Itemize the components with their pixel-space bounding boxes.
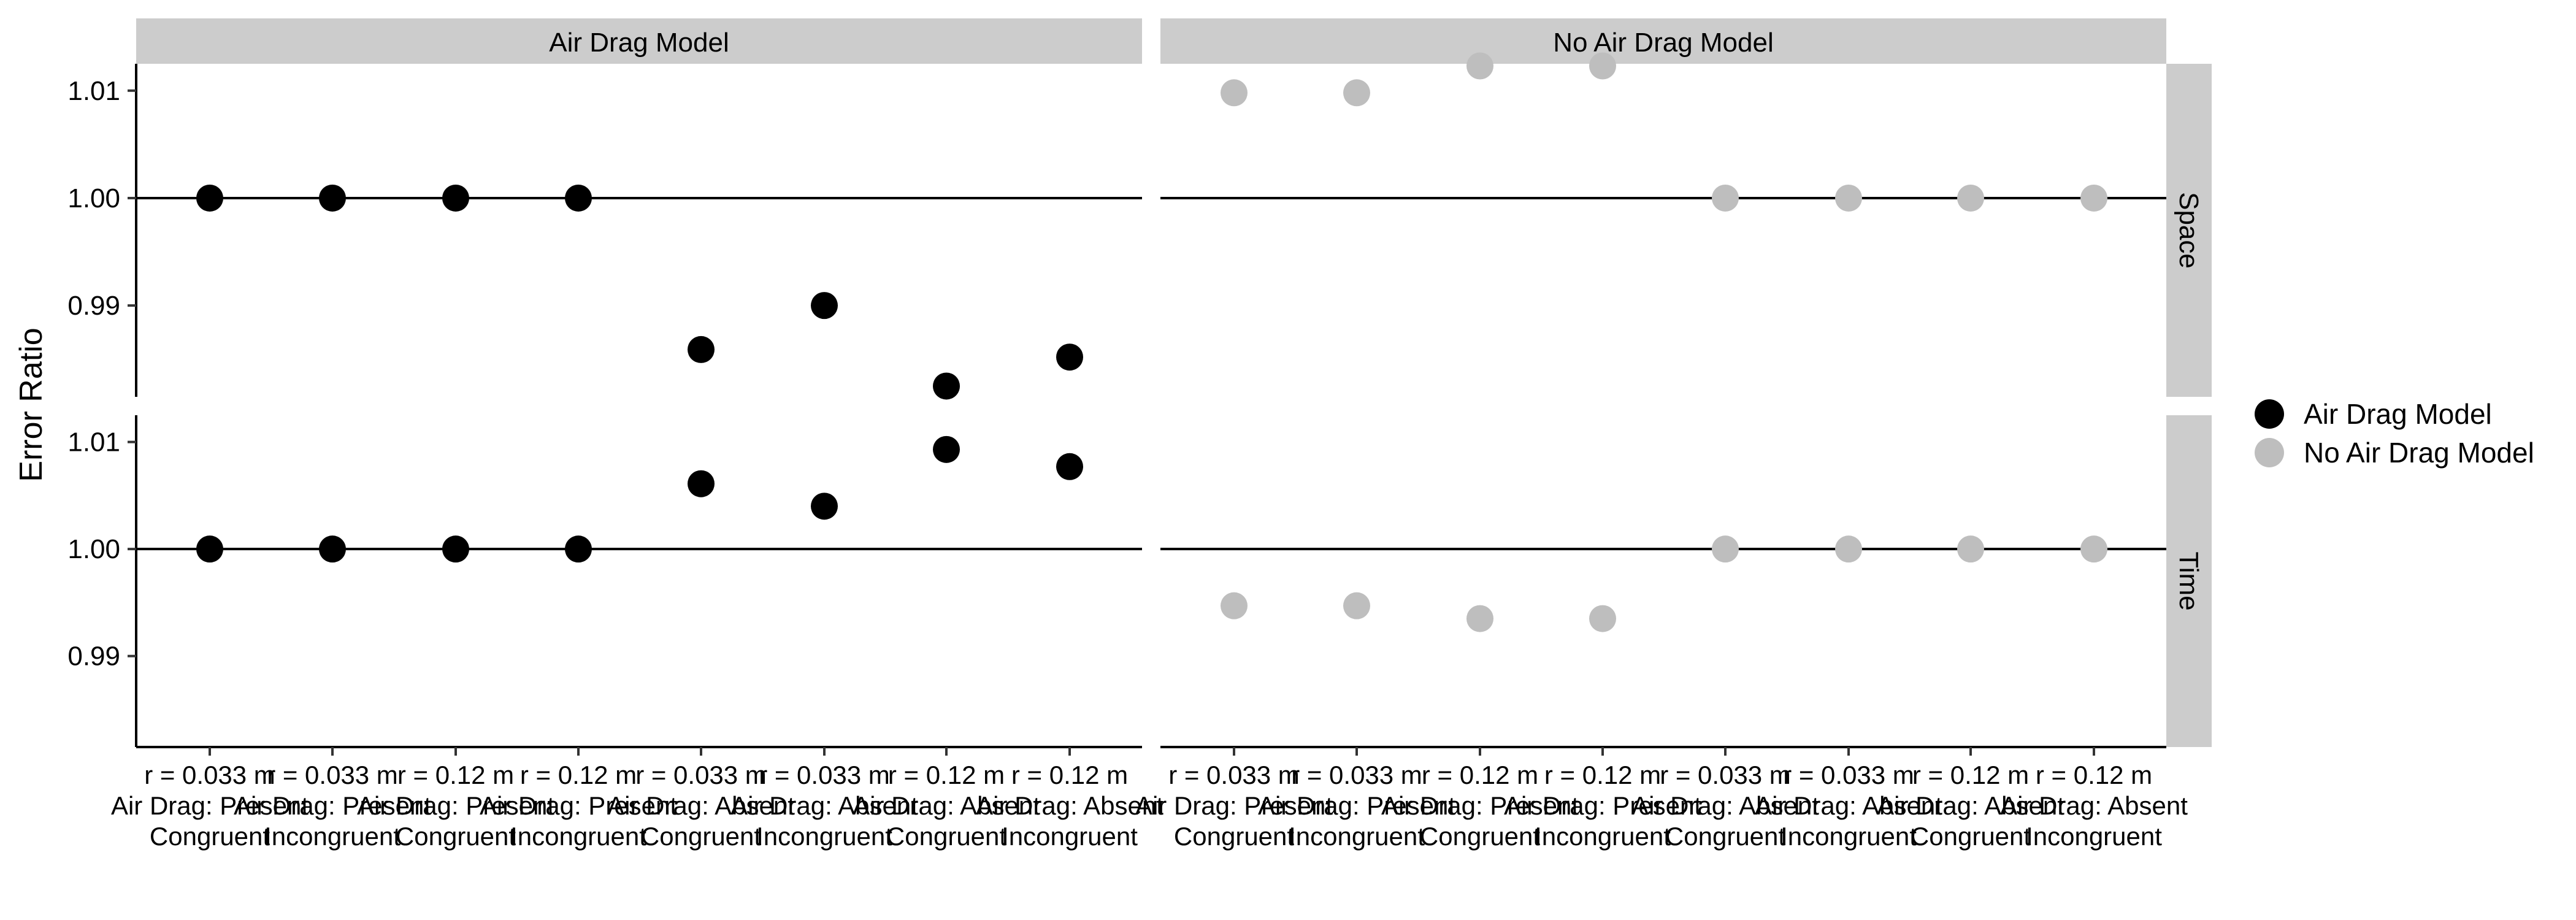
facet-strip-label-air-drag-model: Air Drag Model [549, 28, 729, 58]
legend-label-air-drag-model: Air Drag Model [2304, 398, 2492, 430]
point-air-drag-model-space-1 [196, 184, 223, 212]
point-air-drag-model-time-8 [1056, 453, 1083, 480]
point-air-drag-model-time-3 [442, 535, 469, 563]
legend-key-no-air-drag-model [2255, 438, 2284, 467]
point-no-air-drag-model-space-3 [1466, 52, 1493, 80]
point-air-drag-model-space-2 [319, 184, 346, 212]
x-tick-label: r = 0.033 m Air Drag: Present Congruent [111, 761, 309, 851]
facet-strip-no-air-drag-model [1160, 18, 2166, 64]
x-tick-label: r = 0.033 m Air Drag: Present Incongruent [1258, 761, 1455, 851]
x-tick-label: r = 0.033 m Air Drag: Absent Congruent [1631, 761, 1819, 851]
facet-strip-time [2166, 415, 2212, 747]
point-no-air-drag-model-space-4 [1589, 52, 1616, 80]
x-tick-label: r = 0.12 m Air Drag: Absent Incongruent [976, 761, 1163, 851]
panels-layer: Air Drag Model No Air Drag Model Space Time [136, 18, 2212, 747]
point-air-drag-model-time-2 [319, 535, 346, 563]
facet-strip-space [2166, 64, 2212, 397]
point-no-air-drag-model-time-7 [1957, 535, 1984, 563]
facet-strip-label-no-air-drag-model: No Air Drag Model [1553, 28, 1773, 58]
point-no-air-drag-model-time-4 [1589, 605, 1616, 632]
facet-strip-air-drag-model [136, 18, 1142, 64]
point-no-air-drag-model-space-8 [2080, 184, 2107, 212]
y-tick-label: 0.99 [67, 291, 120, 321]
axes-layer: 0.99 1.00 1.01 0.99 1.00 1.01 r = 0.033 m Air D… [67, 64, 2188, 851]
legend-key-air-drag-model [2255, 399, 2284, 429]
point-air-drag-model-time-1 [196, 535, 223, 563]
x-tick-label: r = 0.12 m Air Drag: Absent Congruent [1877, 761, 2064, 851]
y-tick-label: 1.00 [67, 534, 120, 564]
x-tick-label: r = 0.033 m Air Drag: Present Congruent [1135, 761, 1333, 851]
point-no-air-drag-model-time-6 [1835, 535, 1862, 563]
x-tick-label: r = 0.12 m Air Drag: Present Incongruent [480, 761, 677, 851]
point-air-drag-model-space-7 [933, 372, 960, 400]
y-tick-label: 1.00 [67, 183, 120, 213]
point-air-drag-model-space-4 [565, 184, 592, 212]
point-air-drag-model-space-5 [688, 335, 715, 363]
point-air-drag-model-space-3 [442, 184, 469, 212]
point-air-drag-model-time-7 [933, 435, 960, 463]
point-air-drag-model-time-5 [688, 470, 715, 497]
legend-label-no-air-drag-model: No Air Drag Model [2304, 437, 2534, 469]
point-no-air-drag-model-time-8 [2080, 535, 2107, 563]
facet-strip-label-time: Time [2174, 551, 2204, 610]
point-no-air-drag-model-space-6 [1835, 184, 1862, 212]
x-tick-label: r = 0.12 m Air Drag: Present Congruent [357, 761, 554, 851]
points-layer [196, 52, 2107, 632]
point-no-air-drag-model-space-5 [1712, 184, 1739, 212]
x-tick-label: r = 0.12 m Air Drag: Absent Incongruent [2000, 761, 2188, 851]
facet-strip-label-space: Space [2174, 192, 2204, 269]
y-tick-label: 1.01 [67, 427, 120, 458]
x-tick-label: r = 0.12 m Air Drag: Present Congruent [1381, 761, 1579, 851]
point-air-drag-model-space-8 [1056, 343, 1083, 371]
x-tick-label: r = 0.12 m Air Drag: Present Incongruent [1504, 761, 1701, 851]
y-tick-label: 1.01 [67, 76, 120, 106]
point-no-air-drag-model-space-2 [1343, 79, 1370, 107]
x-tick-label: r = 0.033 m Air Drag: Absent Incongruent [1755, 761, 1942, 851]
x-tick-label: r = 0.033 m Air Drag: Absent Incongruent [730, 761, 918, 851]
x-tick-label: r = 0.033 m Air Drag: Absent Congruent [607, 761, 795, 851]
x-tick-label: r = 0.12 m Air Drag: Absent Congruent [853, 761, 1040, 851]
x-tick-label: r = 0.033 m Air Drag: Present Incongruent [234, 761, 431, 851]
point-no-air-drag-model-time-1 [1221, 592, 1248, 619]
point-no-air-drag-model-time-5 [1712, 535, 1739, 563]
y-tick-label: 0.99 [67, 642, 120, 672]
point-air-drag-model-time-4 [565, 535, 592, 563]
point-air-drag-model-space-6 [811, 292, 838, 320]
point-no-air-drag-model-time-2 [1343, 592, 1370, 619]
point-air-drag-model-time-6 [811, 493, 838, 520]
point-no-air-drag-model-space-1 [1221, 79, 1248, 107]
y-axis-title: Error Ratio [13, 328, 49, 481]
point-no-air-drag-model-space-7 [1957, 184, 1984, 212]
point-no-air-drag-model-time-3 [1466, 605, 1493, 632]
legend: Air Drag Model No Air Drag Model [2255, 398, 2534, 469]
